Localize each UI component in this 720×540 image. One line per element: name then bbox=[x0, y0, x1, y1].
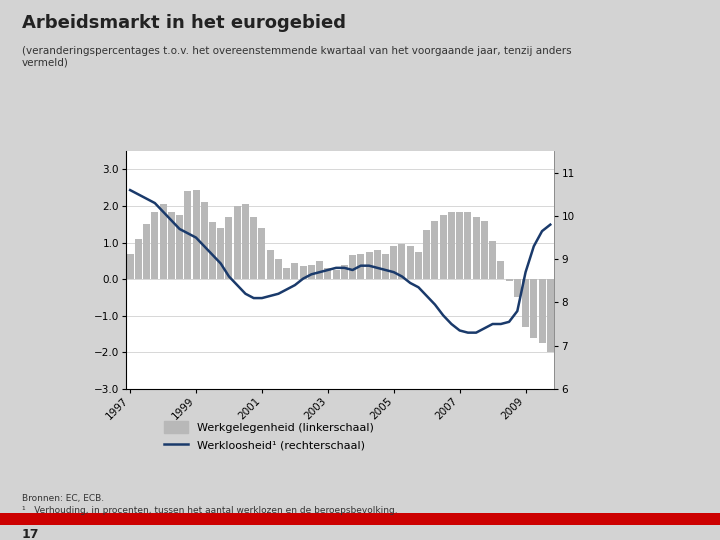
Bar bbox=[308, 265, 315, 279]
Bar bbox=[489, 241, 496, 279]
Bar bbox=[522, 279, 529, 327]
Bar bbox=[250, 217, 257, 279]
Bar bbox=[151, 212, 158, 279]
Bar bbox=[472, 217, 480, 279]
Bar bbox=[498, 261, 504, 279]
Bar bbox=[415, 252, 422, 279]
Text: ¹   Verhouding, in procenten, tussen het aantal werklozen en de beroepsbevolking: ¹ Verhouding, in procenten, tussen het a… bbox=[22, 506, 397, 515]
Bar bbox=[242, 204, 249, 279]
Bar bbox=[448, 212, 455, 279]
Bar bbox=[514, 279, 521, 298]
Text: 17: 17 bbox=[22, 528, 39, 540]
Bar bbox=[283, 268, 290, 279]
Bar bbox=[374, 250, 381, 279]
Bar bbox=[160, 204, 166, 279]
Bar bbox=[333, 270, 340, 279]
Bar bbox=[423, 230, 431, 279]
Bar bbox=[349, 255, 356, 279]
Bar bbox=[357, 254, 364, 279]
Text: (veranderingspercentages t.o.v. het overeenstemmende kwartaal van het voorgaande: (veranderingspercentages t.o.v. het over… bbox=[22, 46, 571, 68]
Bar bbox=[324, 268, 331, 279]
Bar bbox=[539, 279, 546, 343]
Bar bbox=[464, 212, 472, 279]
Bar bbox=[398, 245, 405, 279]
Bar bbox=[440, 215, 446, 279]
Bar bbox=[127, 254, 134, 279]
Bar bbox=[292, 262, 298, 279]
Bar bbox=[275, 259, 282, 279]
Legend: Werkgelegenheid (linkerschaal), Werkloosheid¹ (rechterschaal): Werkgelegenheid (linkerschaal), Werkloos… bbox=[164, 421, 374, 451]
Bar bbox=[341, 265, 348, 279]
Bar bbox=[300, 266, 307, 279]
Bar bbox=[407, 246, 414, 279]
Bar bbox=[135, 239, 142, 279]
Bar bbox=[201, 202, 208, 279]
Bar bbox=[481, 221, 488, 279]
Bar bbox=[390, 246, 397, 279]
Bar bbox=[217, 228, 224, 279]
Bar bbox=[209, 222, 216, 279]
Bar bbox=[168, 212, 175, 279]
Bar bbox=[266, 250, 274, 279]
Text: Bronnen: EC, ECB.: Bronnen: EC, ECB. bbox=[22, 494, 104, 503]
Text: Arbeidsmarkt in het eurogebied: Arbeidsmarkt in het eurogebied bbox=[22, 14, 346, 31]
Bar bbox=[143, 224, 150, 279]
Bar bbox=[366, 252, 372, 279]
Bar bbox=[382, 254, 389, 279]
Bar bbox=[505, 279, 513, 281]
Bar bbox=[225, 217, 233, 279]
Bar bbox=[258, 228, 266, 279]
Bar bbox=[176, 215, 183, 279]
Bar bbox=[234, 206, 240, 279]
Bar bbox=[316, 261, 323, 279]
Bar bbox=[546, 279, 554, 352]
Bar bbox=[431, 221, 438, 279]
Bar bbox=[456, 212, 463, 279]
Bar bbox=[531, 279, 537, 338]
Bar bbox=[192, 190, 199, 279]
Bar bbox=[184, 191, 192, 279]
